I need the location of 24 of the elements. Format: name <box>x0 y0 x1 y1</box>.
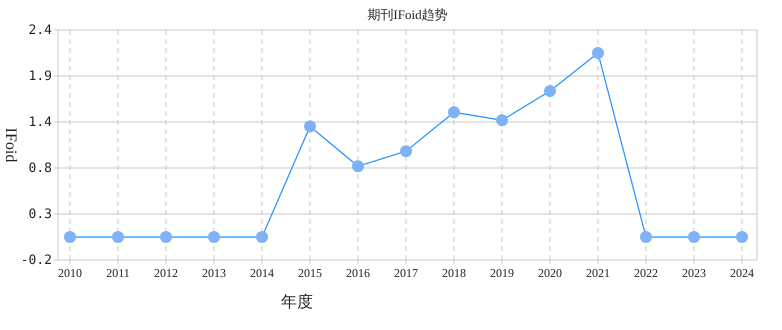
y-axis-title: IFoid <box>2 128 19 162</box>
chart-title: 期刊IFoid趋势 <box>367 7 448 22</box>
y-tick-label: 1.9 <box>28 69 52 84</box>
x-tick-label: 2011 <box>106 266 130 280</box>
x-tick-label: 2022 <box>634 266 658 280</box>
x-axis-title: 年度 <box>281 293 313 311</box>
x-tick-label: 2014 <box>250 266 274 280</box>
x-tick-label: 2023 <box>682 266 706 280</box>
x-tick-label: 2013 <box>202 266 226 280</box>
y-tick-label: 0.3 <box>28 207 52 222</box>
x-tick-label: 2018 <box>442 266 466 280</box>
x-tick-label: 2016 <box>346 266 370 280</box>
x-tick-label: 2012 <box>154 266 178 280</box>
x-tick-label: 2024 <box>730 266 754 280</box>
x-tick-label: 2019 <box>490 266 514 280</box>
x-tick-label: 2021 <box>586 266 610 280</box>
x-tick-label: 2020 <box>538 266 562 280</box>
y-tick-label: 2.4 <box>28 23 52 38</box>
x-tick-label: 2017 <box>394 266 418 280</box>
y-tick-label: 1.4 <box>28 115 52 130</box>
y-tick-label: -0.2 <box>20 253 52 268</box>
x-tick-label: 2015 <box>298 266 322 280</box>
y-tick-label: 0.8 <box>28 161 52 176</box>
x-tick-label: 2010 <box>58 266 82 280</box>
